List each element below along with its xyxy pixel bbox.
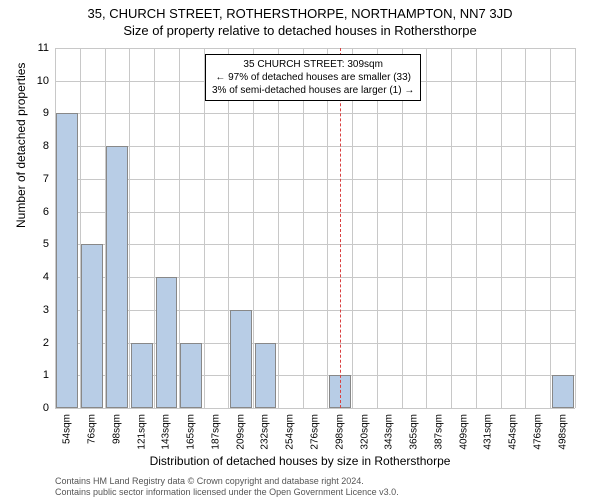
chart-container: 35, CHURCH STREET, ROTHERSTHORPE, NORTHA… [0, 0, 600, 500]
reference-line [340, 48, 341, 408]
gridline-v [525, 48, 526, 408]
x-tick-label: 431sqm [483, 414, 494, 450]
y-tick-label: 7 [43, 173, 55, 185]
y-tick-label: 6 [43, 206, 55, 218]
gridline-v [377, 48, 378, 408]
plot-area: 0123456789101154sqm76sqm98sqm121sqm143sq… [55, 48, 575, 408]
y-tick-label: 1 [43, 369, 55, 381]
y-axis-label: Number of detached properties [14, 63, 28, 228]
x-tick-label: 54sqm [62, 414, 73, 444]
annotation-line-1: 35 CHURCH STREET: 309sqm [212, 58, 414, 71]
gridline-v [352, 48, 353, 408]
y-tick-label: 11 [38, 42, 55, 54]
y-tick-label: 9 [43, 107, 55, 119]
x-tick-label: 165sqm [186, 414, 197, 450]
gridline-v [575, 48, 576, 408]
y-tick-label: 8 [43, 140, 55, 152]
gridline-h [55, 48, 575, 49]
gridline-v [327, 48, 328, 408]
bar [552, 375, 574, 408]
x-tick-label: 98sqm [111, 414, 122, 444]
bar [230, 310, 252, 408]
x-tick-label: 387sqm [433, 414, 444, 450]
chart-title-main: 35, CHURCH STREET, ROTHERSTHORPE, NORTHA… [0, 0, 600, 21]
y-tick-label: 5 [43, 238, 55, 250]
bar [81, 244, 103, 408]
x-tick-label: 187sqm [210, 414, 221, 450]
x-tick-label: 498sqm [557, 414, 568, 450]
y-tick-label: 10 [37, 75, 55, 87]
gridline-h [55, 244, 575, 245]
bar [106, 146, 128, 408]
gridline-v [550, 48, 551, 408]
gridline-v [476, 48, 477, 408]
attribution-text: Contains HM Land Registry data © Crown c… [55, 476, 399, 498]
gridline-v [426, 48, 427, 408]
attribution-line-1: Contains HM Land Registry data © Crown c… [55, 476, 399, 487]
gridline-v [501, 48, 502, 408]
x-tick-label: 320sqm [359, 414, 370, 450]
gridline-v [303, 48, 304, 408]
x-tick-label: 365sqm [409, 414, 420, 450]
x-tick-label: 454sqm [508, 414, 519, 450]
gridline-h [55, 277, 575, 278]
gridline-h [55, 212, 575, 213]
bar [156, 277, 178, 408]
gridline-h [55, 310, 575, 311]
x-tick-label: 121sqm [136, 414, 147, 450]
y-tick-label: 0 [43, 402, 55, 414]
bar [180, 343, 202, 408]
bar [131, 343, 153, 408]
attribution-line-2: Contains public sector information licen… [55, 487, 399, 498]
y-tick-label: 3 [43, 304, 55, 316]
bar [56, 113, 78, 408]
annotation-box: 35 CHURCH STREET: 309sqm ← 97% of detach… [205, 54, 421, 101]
x-tick-label: 276sqm [310, 414, 321, 450]
gridline-h [55, 179, 575, 180]
x-tick-label: 298sqm [334, 414, 345, 450]
x-tick-label: 409sqm [458, 414, 469, 450]
x-axis-label: Distribution of detached houses by size … [0, 454, 600, 468]
x-tick-label: 476sqm [532, 414, 543, 450]
gridline-v [204, 48, 205, 408]
x-tick-label: 209sqm [235, 414, 246, 450]
x-tick-label: 254sqm [285, 414, 296, 450]
x-tick-label: 143sqm [161, 414, 172, 450]
bar [255, 343, 277, 408]
gridline-h [55, 146, 575, 147]
x-tick-label: 343sqm [384, 414, 395, 450]
gridline-v [451, 48, 452, 408]
x-tick-label: 232sqm [260, 414, 271, 450]
x-tick-label: 76sqm [87, 414, 98, 444]
annotation-line-2: ← 97% of detached houses are smaller (33… [212, 71, 414, 84]
y-tick-label: 2 [43, 337, 55, 349]
gridline-v [278, 48, 279, 408]
gridline-v [402, 48, 403, 408]
chart-title-sub: Size of property relative to detached ho… [0, 21, 600, 38]
y-tick-label: 4 [43, 271, 55, 283]
gridline-h [55, 408, 575, 409]
annotation-line-3: 3% of semi-detached houses are larger (1… [212, 84, 414, 97]
gridline-h [55, 113, 575, 114]
